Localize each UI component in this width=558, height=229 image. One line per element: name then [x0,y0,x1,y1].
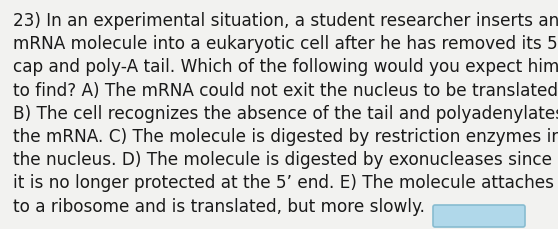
Text: cap and poly-A tail. Which of the following would you expect him: cap and poly-A tail. Which of the follow… [13,58,558,76]
Text: 23) In an experimental situation, a student researcher inserts an: 23) In an experimental situation, a stud… [13,12,558,30]
Text: to find? A) The mRNA could not exit the nucleus to be translated.: to find? A) The mRNA could not exit the … [13,81,558,99]
Text: the nucleus. D) The molecule is digested by exonucleases since: the nucleus. D) The molecule is digested… [13,150,552,169]
Text: mRNA molecule into a eukaryotic cell after he has removed its 5’: mRNA molecule into a eukaryotic cell aft… [13,35,558,53]
FancyBboxPatch shape [433,205,525,227]
Text: it is no longer protected at the 5’ end. E) The molecule attaches: it is no longer protected at the 5’ end.… [13,174,554,192]
Text: the mRNA. C) The molecule is digested by restriction enzymes in: the mRNA. C) The molecule is digested by… [13,128,558,145]
Text: to a ribosome and is translated, but more slowly.: to a ribosome and is translated, but mor… [13,197,425,215]
Text: B) The cell recognizes the absence of the tail and polyadenylates: B) The cell recognizes the absence of th… [13,104,558,122]
